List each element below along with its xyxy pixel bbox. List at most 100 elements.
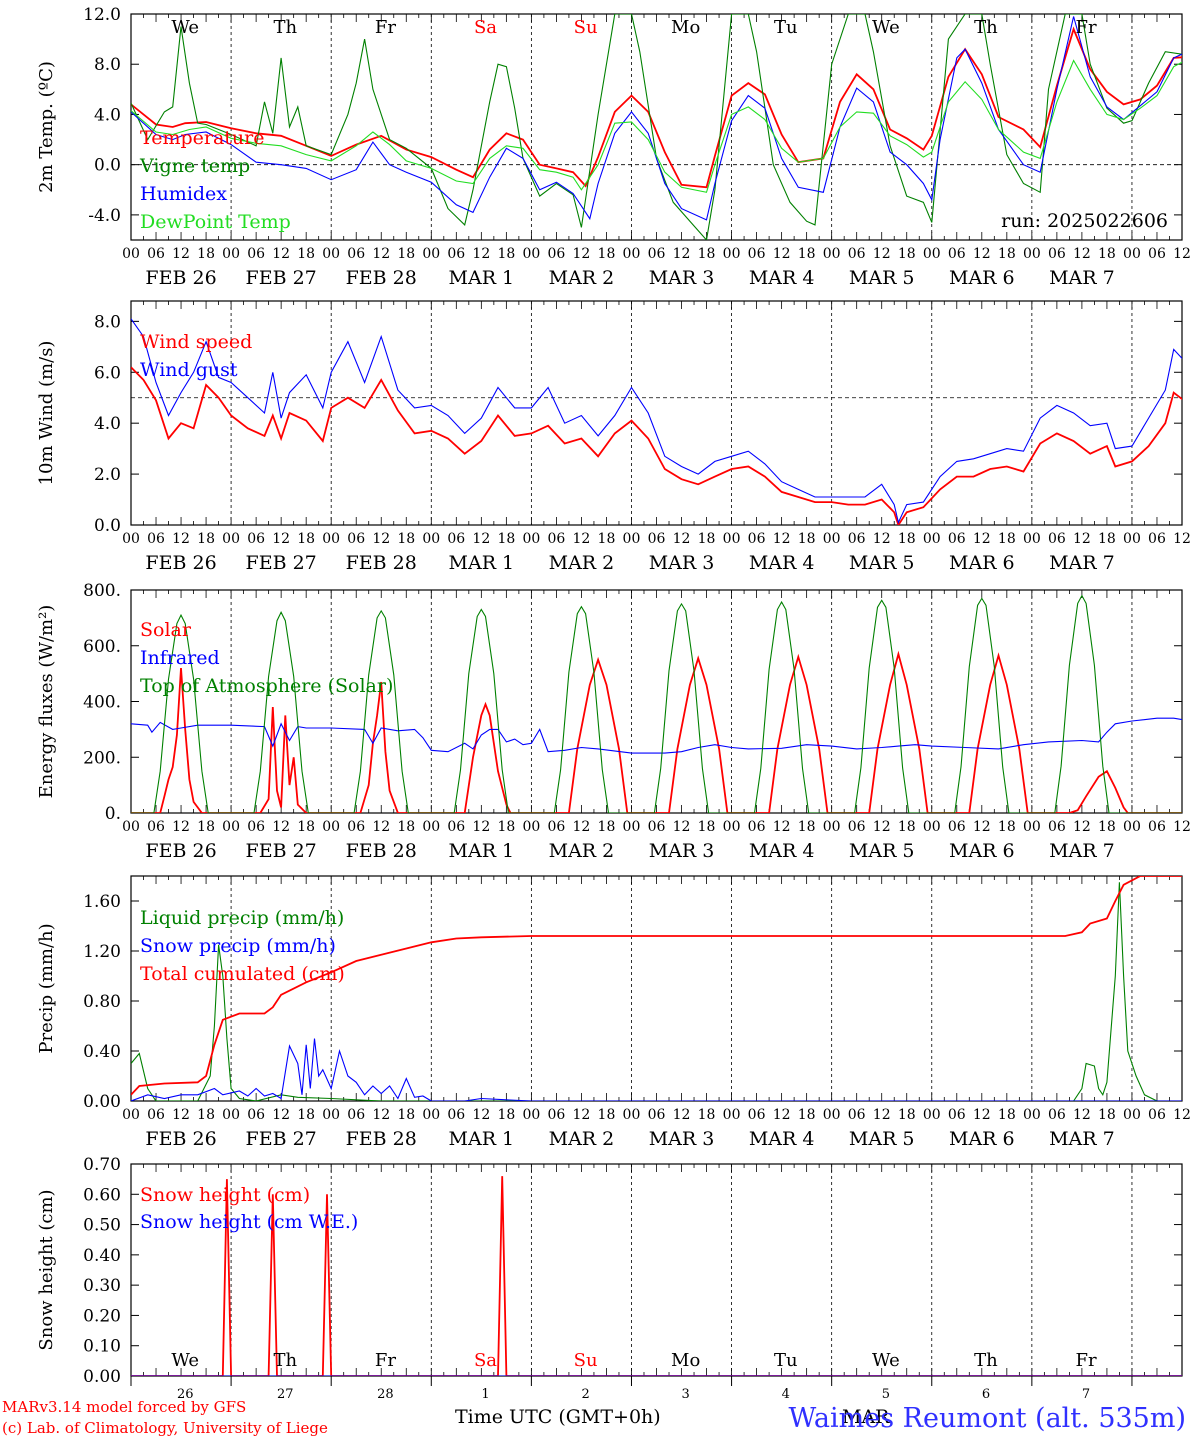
hour-tick-label: 00	[1023, 1107, 1041, 1123]
panel-wind	[130, 300, 1183, 526]
date-label: MAR 1	[449, 552, 515, 574]
hour-tick-label: 18	[297, 1107, 315, 1123]
hour-tick-label: 00	[322, 1107, 340, 1123]
day-number-label: 3	[682, 1387, 690, 1402]
hour-tick-label: 00	[923, 819, 941, 835]
date-label: FEB 26	[145, 267, 216, 289]
hour-tick-label: 12	[272, 246, 290, 262]
hour-tick-label: 18	[898, 246, 916, 262]
day-name-label: Mo	[671, 1350, 700, 1371]
day-name-label: Fr	[1076, 17, 1097, 38]
day-name-label: Fr	[375, 1350, 396, 1371]
y-tick-label: 0.30	[83, 1276, 121, 1296]
hour-tick-label: 00	[322, 531, 340, 547]
hour-tick-label: 12	[1173, 1107, 1191, 1123]
hour-tick-label: 06	[748, 246, 766, 262]
y-tick-label: 600.	[83, 637, 121, 657]
legend-entry: Top of Atmosphere (Solar)	[140, 675, 393, 697]
date-label: MAR 1	[449, 1128, 515, 1150]
hour-tick-label: 00	[1023, 246, 1041, 262]
series-line-snow-height-cm-	[131, 1176, 1182, 1376]
hour-tick-label: 12	[1173, 246, 1191, 262]
hour-tick-label: 18	[998, 819, 1016, 835]
hour-tick-label: 12	[472, 246, 490, 262]
y-tick-label: -4.0	[88, 206, 121, 226]
hour-tick-label: 18	[898, 819, 916, 835]
date-label: MAR 6	[949, 1128, 1015, 1150]
date-label: MAR 5	[849, 552, 915, 574]
hour-tick-label: 00	[122, 819, 140, 835]
hour-tick-label: 18	[598, 246, 616, 262]
hour-tick-label: 06	[247, 246, 265, 262]
hour-tick-label: 06	[347, 1107, 365, 1123]
date-label: MAR 2	[549, 267, 615, 289]
panel-temp	[130, 13, 1183, 241]
legend-entry: Vigne temp	[139, 155, 250, 177]
hour-tick-label: 18	[397, 531, 415, 547]
y-tick-label: 0.	[105, 804, 121, 824]
hour-tick-label: 12	[973, 1107, 991, 1123]
hour-tick-label: 18	[998, 246, 1016, 262]
hour-tick-label: 06	[848, 531, 866, 547]
y-tick-label: 0.60	[83, 1185, 121, 1205]
date-label: MAR 3	[649, 552, 715, 574]
y-tick-label: 0.70	[83, 1155, 121, 1175]
day-name-label: Th	[274, 1350, 298, 1371]
date-label: MAR 5	[849, 267, 915, 289]
date-label: MAR 7	[1049, 267, 1115, 289]
y-axis-label: Snow height (cm)	[36, 1189, 57, 1350]
day-name-label: Fr	[375, 17, 396, 38]
hour-tick-label: 00	[222, 531, 240, 547]
hour-tick-label: 18	[1098, 531, 1116, 547]
hour-tick-label: 00	[522, 531, 540, 547]
date-label: FEB 26	[145, 840, 216, 862]
legend-entry: Humidex	[140, 183, 227, 205]
date-label: MAR 4	[749, 1128, 815, 1150]
hour-tick-label: 12	[372, 531, 390, 547]
date-label: MAR 4	[749, 840, 815, 862]
hour-tick-label: 06	[1148, 531, 1166, 547]
date-label: FEB 27	[246, 267, 317, 289]
date-label: MAR 6	[949, 552, 1015, 574]
series-line-wind-gust	[131, 318, 1182, 525]
legend-entry: Total cumulated (cm)	[140, 963, 345, 985]
hour-tick-label: 12	[673, 1107, 691, 1123]
panel-energy	[130, 589, 1183, 814]
hour-tick-label: 00	[422, 531, 440, 547]
hour-tick-label: 18	[397, 246, 415, 262]
y-axis-label: Energy fluxes (W/m²)	[36, 605, 57, 799]
hour-tick-label: 12	[1073, 1107, 1091, 1123]
hour-tick-label: 06	[247, 531, 265, 547]
day-name-label: We	[872, 17, 900, 38]
hour-tick-label: 00	[1023, 819, 1041, 835]
hour-tick-label: 00	[923, 246, 941, 262]
y-tick-label: 0.80	[83, 992, 121, 1012]
hour-tick-label: 00	[923, 531, 941, 547]
hour-tick-label: 12	[873, 531, 891, 547]
hour-tick-label: 12	[1073, 531, 1091, 547]
hour-tick-label: 12	[372, 246, 390, 262]
hour-tick-label: 06	[447, 531, 465, 547]
hour-tick-label: 12	[272, 531, 290, 547]
y-tick-label: 800.	[83, 581, 121, 601]
day-number-label: 6	[982, 1387, 990, 1402]
hour-tick-label: 18	[297, 819, 315, 835]
day-number-label: 26	[177, 1387, 194, 1402]
hour-tick-label: 00	[623, 246, 641, 262]
day-name-label: Fr	[1076, 1350, 1097, 1371]
legend-entry: Infrared	[140, 647, 220, 669]
hour-tick-label: 12	[573, 819, 591, 835]
hour-tick-label: 12	[773, 531, 791, 547]
series-line-solar	[131, 650, 1182, 813]
lab-credit: (c) Lab. of Climatology, University of L…	[2, 1419, 328, 1437]
hour-tick-label: 06	[447, 246, 465, 262]
hour-tick-label: 12	[472, 819, 490, 835]
hour-tick-label: 18	[1098, 246, 1116, 262]
hour-tick-label: 18	[798, 246, 816, 262]
hour-tick-label: 12	[773, 1107, 791, 1123]
hour-tick-label: 06	[547, 246, 565, 262]
model-credit: MARv3.14 model forced by GFS	[2, 1398, 247, 1416]
hour-tick-label: 06	[547, 819, 565, 835]
date-label: MAR 2	[549, 840, 615, 862]
